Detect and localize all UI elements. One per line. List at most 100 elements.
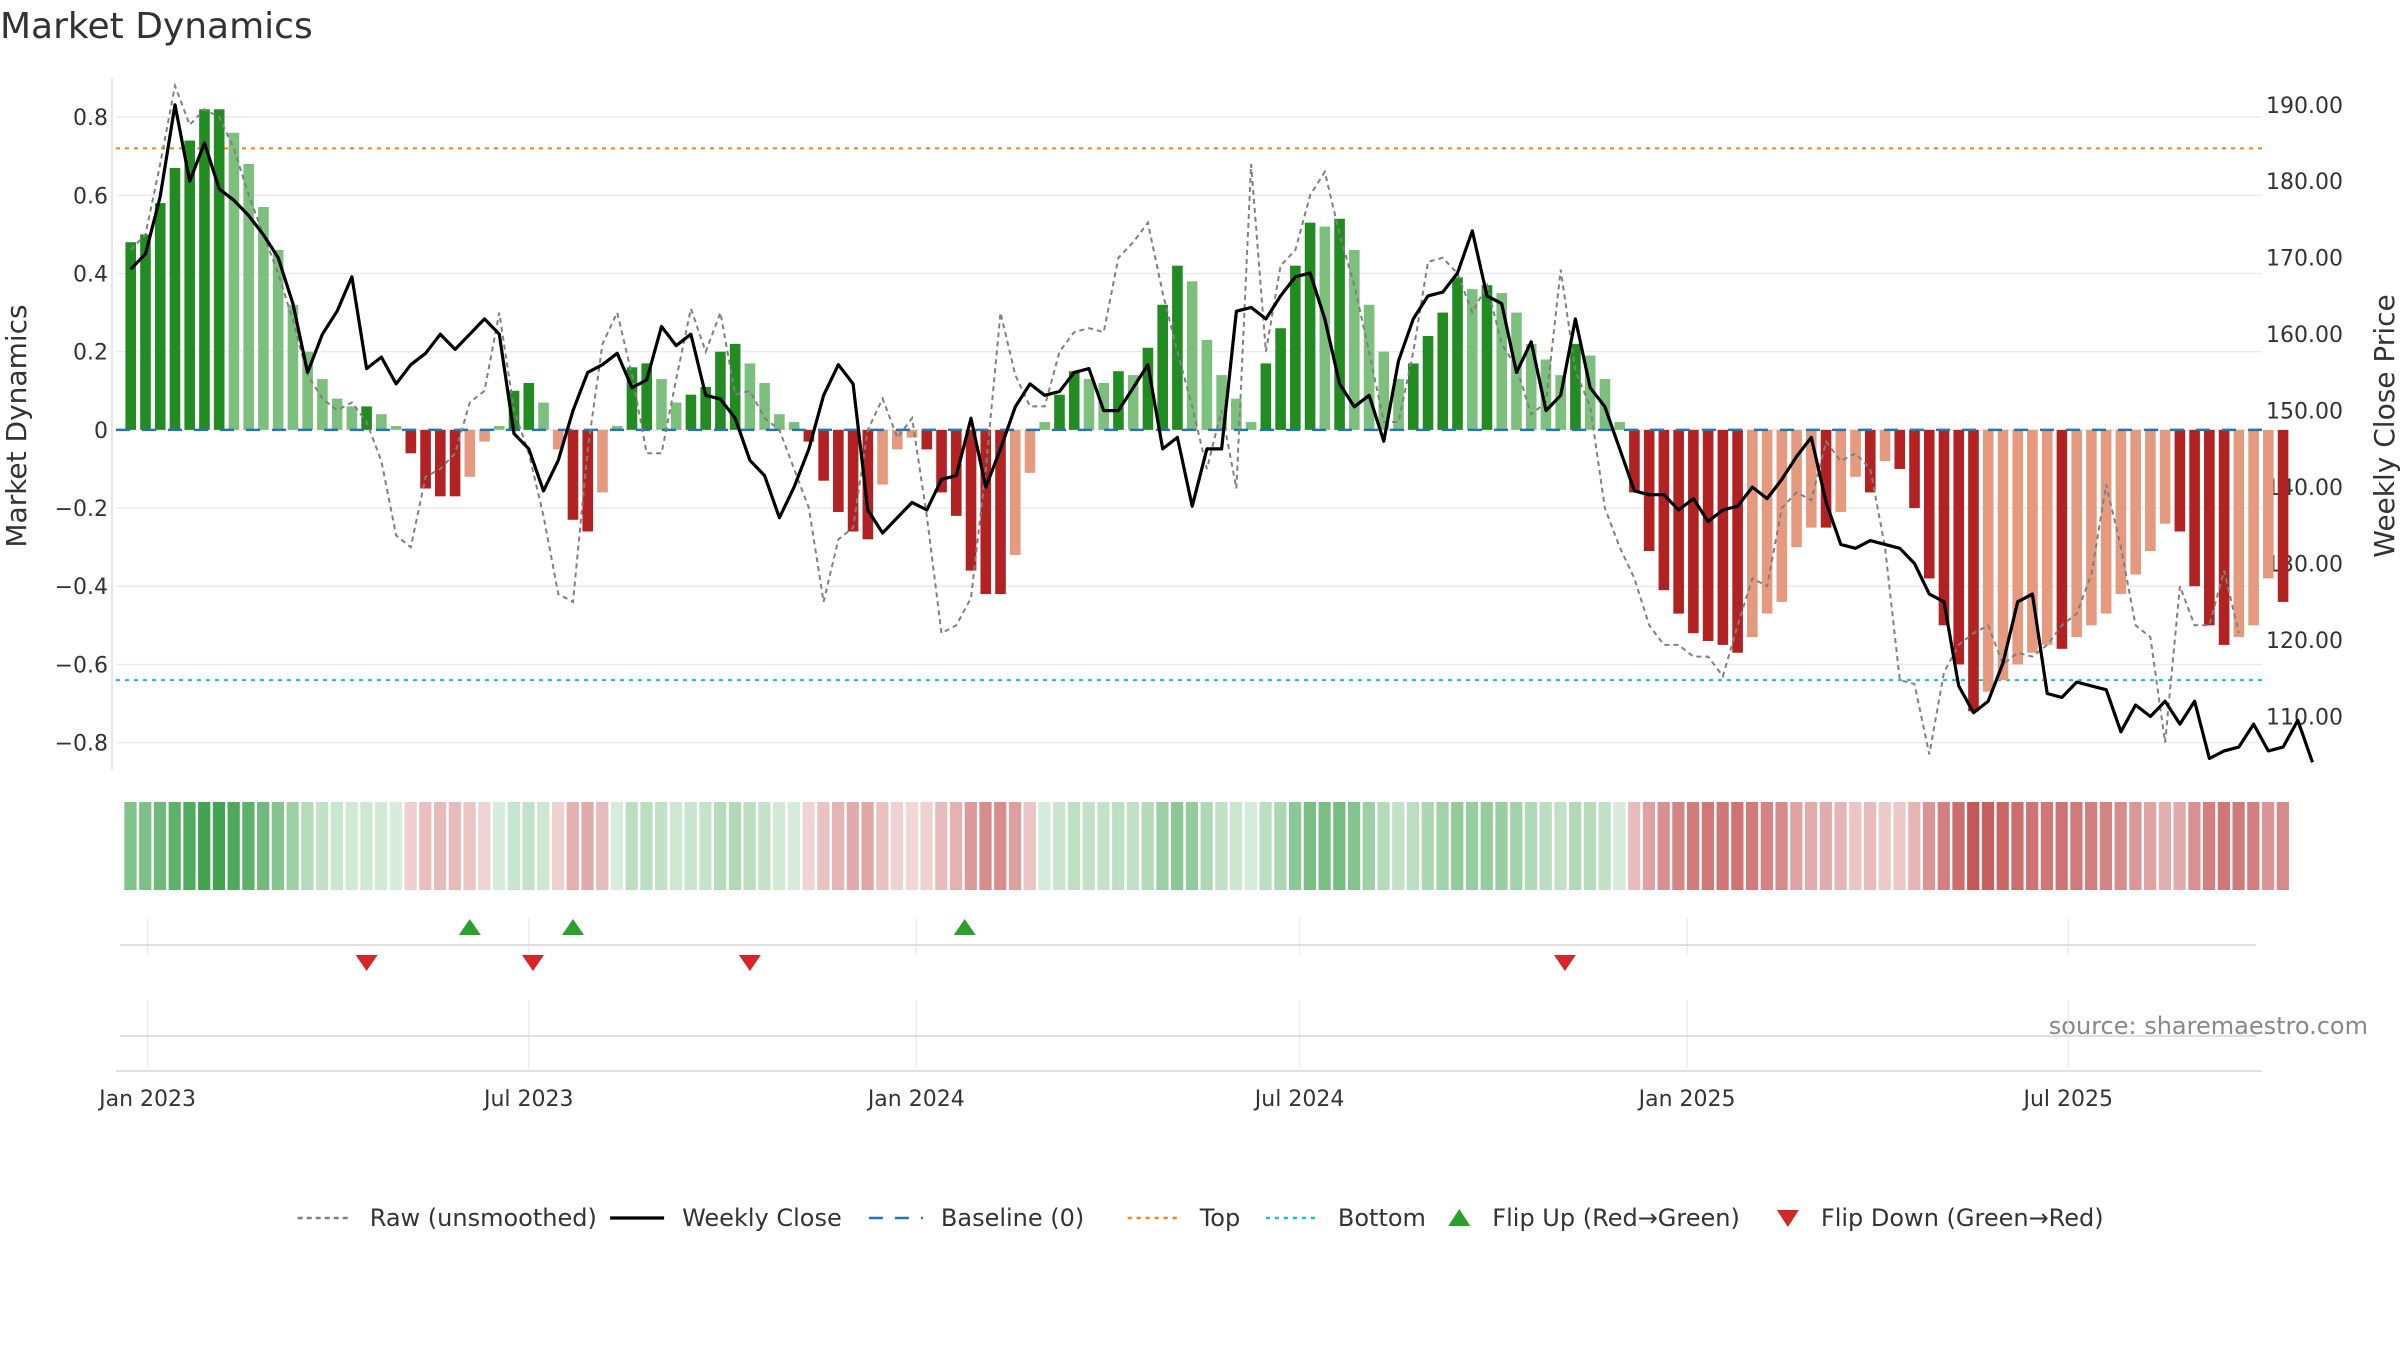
dynamics-bar [390, 425, 402, 430]
dynamics-bar [2012, 429, 2024, 665]
heat-cell [2099, 802, 2113, 890]
dynamics-bar [1643, 429, 1655, 552]
dynamics-bar [1496, 293, 1508, 430]
dynamics-bar [1157, 304, 1168, 430]
dynamics-bar [2277, 429, 2289, 602]
legend-swatch [1776, 1210, 1799, 1227]
chart-title: Market Dynamics [0, 6, 313, 47]
dynamics-bar [1938, 429, 1950, 626]
heat-cell [1569, 802, 1582, 890]
heat-cell [404, 802, 417, 890]
y-right-tick-label: 120.00 [2266, 629, 2343, 654]
dynamics-bar [921, 429, 933, 450]
dynamics-bar [1319, 226, 1331, 430]
main-plot: 0.8 0.6 0.4 0.2 0 −0.2 −0.4 −0.6 −0.8 190.00 180.0… [55, 78, 2343, 770]
dynamics-bar [2174, 429, 2186, 532]
flip-down-marker [738, 955, 761, 971]
x-tick-label: Jul 2025 [2021, 1087, 2113, 1112]
heat-cell [212, 802, 226, 890]
dynamics-bar [213, 109, 225, 430]
heat-cell [1200, 802, 1213, 890]
heat-cell [242, 802, 255, 890]
heat-cell [153, 802, 167, 890]
dynamics-bar [1201, 339, 1213, 430]
heat-cell [1937, 802, 1950, 890]
dynamics-bar [1466, 289, 1478, 430]
heat-cell [1333, 802, 1346, 890]
dynamics-bar [184, 140, 196, 430]
dynamics-bar [803, 429, 815, 442]
heat-cell [1244, 802, 1257, 890]
dynamics-bar [302, 351, 313, 430]
heat-cell [861, 802, 874, 890]
heat-cell [1539, 802, 1552, 890]
dynamics-bar [685, 394, 697, 430]
dynamics-bar [1997, 429, 2009, 681]
dynamics-bar [1555, 375, 1567, 430]
legend-item: Flip Up (Red→Green) [1448, 1204, 1740, 1232]
dynamics-bar [493, 425, 505, 430]
heat-cell [1406, 802, 1420, 890]
dynamics-bar [744, 363, 756, 430]
dynamics-bar [2204, 429, 2215, 626]
y-right-tick-label: 150.00 [2266, 400, 2343, 425]
heat-cell [374, 802, 388, 890]
heat-cell [1687, 802, 1700, 890]
dynamics-bar [1717, 429, 1729, 645]
heat-cell [699, 802, 712, 890]
heat-cell [227, 802, 240, 890]
dynamics-bar [1570, 343, 1581, 430]
x-tick-label: Jan 2023 [97, 1087, 196, 1112]
dynamics-bar [2100, 429, 2112, 614]
dynamics-bar [331, 398, 343, 430]
heat-cell [1495, 802, 1508, 890]
dynamics-bar [700, 386, 711, 430]
heat-cell [1480, 802, 1493, 890]
heat-cell [610, 802, 624, 890]
heat-cell [1038, 802, 1051, 890]
dynamics-bar [552, 429, 564, 450]
heat-cell [330, 802, 343, 890]
heat-cell [537, 802, 550, 890]
heat-cell [566, 802, 579, 890]
dynamics-bar [376, 414, 387, 430]
dynamics-bar [1378, 351, 1390, 430]
dynamics-bar [1127, 375, 1139, 430]
heat-cell [1097, 802, 1110, 890]
dynamics-bar [1363, 304, 1375, 430]
dynamics-bar [759, 382, 770, 430]
dynamics-bar [2263, 429, 2274, 579]
dynamics-bar [670, 402, 682, 430]
heat-cell [1554, 802, 1567, 890]
dynamics-bar [1349, 250, 1360, 430]
heat-cell [2217, 802, 2230, 890]
heat-cell [345, 802, 358, 890]
dynamics-bar [1732, 429, 1743, 653]
heat-cell [2070, 802, 2083, 890]
dynamics-bar [199, 109, 210, 430]
dynamics-bar [1864, 429, 1876, 493]
dynamics-bar [154, 203, 166, 430]
dynamics-bar [1982, 429, 1994, 692]
dynamics-bar [1172, 265, 1183, 430]
heat-cell [271, 802, 285, 890]
heat-cell [802, 802, 815, 890]
heat-cell [1171, 802, 1184, 890]
dynamics-bar [2233, 429, 2245, 638]
heat-cell [2114, 802, 2127, 890]
heat-cell [1392, 802, 1405, 890]
dynamics-bar [1142, 347, 1154, 430]
legend-label: Top [1199, 1204, 1241, 1232]
heat-cell [1347, 802, 1361, 890]
heat-cell [2202, 802, 2216, 890]
heat-cell [2144, 802, 2157, 890]
dynamics-bar [1702, 429, 1714, 641]
dynamics-bar [1275, 328, 1286, 430]
heat-cell [1421, 802, 1434, 890]
dynamics-bar [1422, 336, 1434, 430]
heat-cell [1804, 802, 1818, 890]
dynamics-bar [1083, 379, 1095, 430]
heat-cell [522, 802, 535, 890]
y-tick-label: −0.6 [55, 653, 108, 678]
heat-cell [1952, 802, 1965, 890]
